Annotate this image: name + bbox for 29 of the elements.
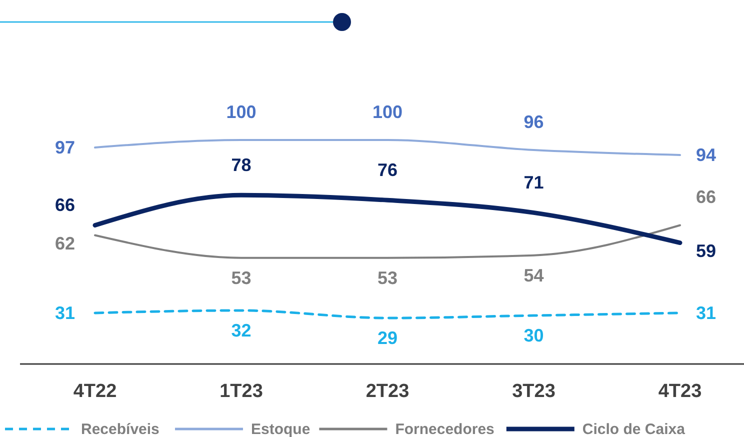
data-label: 53	[231, 268, 252, 288]
legend-label: Ciclo de Caixa	[582, 421, 686, 437]
data-label: 29	[377, 328, 398, 348]
x-tick-label: 3T23	[512, 381, 556, 402]
legend-label: Recebíveis	[81, 421, 160, 437]
data-label: 62	[54, 233, 75, 254]
data-label: 59	[696, 240, 716, 261]
data-label: 78	[231, 155, 252, 176]
x-tick-label: 2T23	[366, 381, 410, 402]
legend-label: Fornecedores	[395, 421, 494, 437]
x-tick-label: 1T23	[220, 381, 263, 402]
data-label: 30	[524, 325, 544, 346]
x-tick-label: 4T22	[73, 381, 117, 402]
data-label: 100	[226, 102, 256, 122]
data-label: 53	[377, 268, 398, 288]
data-label: 97	[54, 138, 75, 158]
data-label: 94	[696, 145, 716, 166]
data-label: 32	[231, 320, 252, 340]
x-tick-label: 4T23	[658, 381, 702, 402]
data-label: 31	[54, 302, 75, 323]
data-label: 66	[54, 195, 75, 216]
data-label: 96	[524, 112, 544, 132]
data-label: 100	[372, 102, 403, 122]
data-label: 76	[377, 160, 398, 180]
data-label: 54	[524, 265, 544, 286]
data-label: 66	[696, 187, 716, 208]
data-label: 31	[696, 302, 716, 323]
legend-label: Estoque	[251, 421, 310, 437]
data-label: 71	[524, 172, 544, 193]
